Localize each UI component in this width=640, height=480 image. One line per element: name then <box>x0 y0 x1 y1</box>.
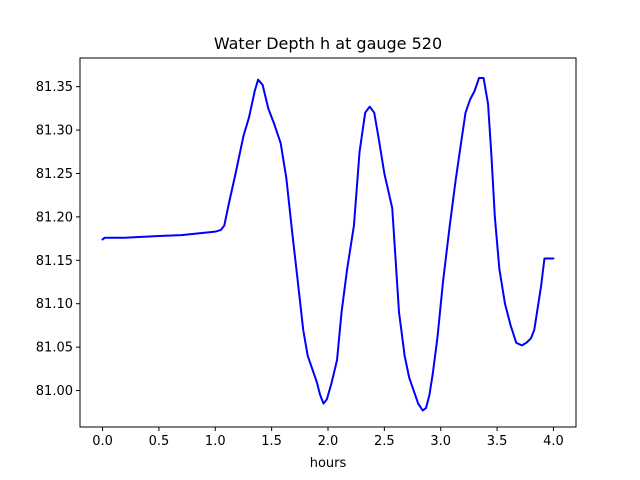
x-tick-label: 1.5 <box>261 434 282 449</box>
x-tick-label: 3.0 <box>430 434 451 449</box>
x-axis-label: hours <box>310 456 347 471</box>
x-tick-label: 2.0 <box>318 434 339 449</box>
y-tick-label: 81.35 <box>36 80 73 95</box>
y-tick-label: 81.25 <box>36 167 73 182</box>
y-tick-label: 81.15 <box>36 254 73 269</box>
series-line-0 <box>101 76 555 412</box>
y-tick-label: 81.05 <box>36 341 73 356</box>
x-tick-label: 4.0 <box>543 434 564 449</box>
y-tick-label: 81.20 <box>36 210 73 225</box>
x-tick-label: 2.5 <box>374 434 395 449</box>
y-tick-label: 81.10 <box>36 297 73 312</box>
y-tick-label: 81.00 <box>36 384 73 399</box>
chart-title: Water Depth h at gauge 520 <box>214 34 442 53</box>
x-tick-label: 0.0 <box>92 434 113 449</box>
plot-area: 0.0 0.5 1.0 1.5 2.0 2.5 3.0 3.5 4.0 81.00 81.05 81.… <box>36 57 577 449</box>
x-tick-label: 0.5 <box>149 434 170 449</box>
x-tick-label: 1.0 <box>205 434 226 449</box>
x-tick-label: 3.5 <box>487 434 508 449</box>
y-tick-label: 81.30 <box>36 124 73 139</box>
